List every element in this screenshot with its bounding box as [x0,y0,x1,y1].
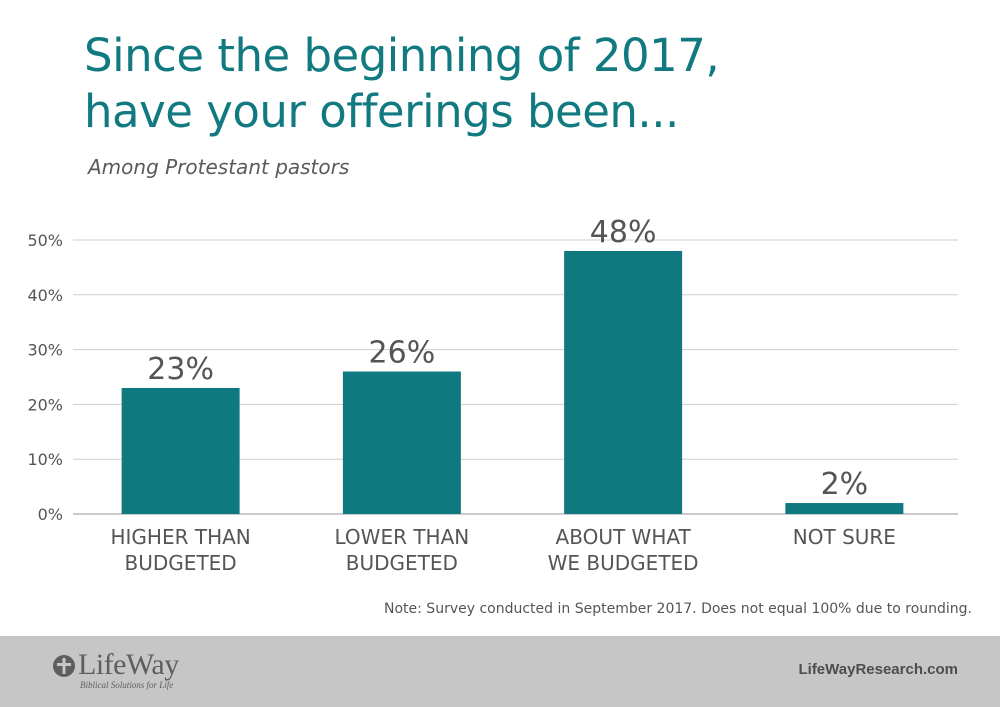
x-tick-label: HIGHER THAN [110,525,250,549]
website-link[interactable]: LifeWayResearch.com [798,661,958,678]
x-tick-label: WE BUDGETED [548,551,699,575]
lifeway-logo: LifeWay Biblical Solutions for Life [52,648,192,694]
bar [121,387,240,514]
x-tick-label: NOT SURE [793,525,896,549]
y-tick-label: 0% [38,505,63,524]
bar [564,250,683,514]
chart-title-line-1: Since the beginning of 2017, [84,29,720,82]
cross-circle-icon [53,655,75,677]
x-tick-label: BUDGETED [125,551,237,575]
x-tick-label: ABOUT WHAT [556,525,692,549]
y-tick-label: 10% [27,450,63,469]
footer-bar: LifeWay Biblical Solutions for Life Life… [0,636,1000,707]
data-label: 26% [369,336,436,371]
bar-chart: 0%10%20%30%40%50%23%HIGHER THANBUDGETED2… [27,215,958,575]
chart-title-line-2: have your offerings been... [84,85,679,138]
bar [342,371,461,514]
x-tick-label: LOWER THAN [335,525,470,549]
x-tick-label: BUDGETED [346,551,458,575]
logo-tagline: Biblical Solutions for Life [80,680,174,690]
footnote: Note: Survey conducted in September 2017… [384,601,972,617]
logo-wordmark: LifeWay [78,648,179,681]
y-tick-label: 30% [27,341,63,360]
y-tick-label: 20% [27,395,63,414]
bar [785,503,904,514]
data-label: 2% [821,467,869,502]
data-label: 48% [590,215,657,250]
chart-title: Since the beginning of 2017, have your o… [84,28,964,140]
y-tick-label: 40% [27,286,63,305]
chart-subtitle: Among Protestant pastors [88,155,350,179]
data-label: 23% [147,352,214,387]
y-tick-label: 50% [27,231,63,250]
